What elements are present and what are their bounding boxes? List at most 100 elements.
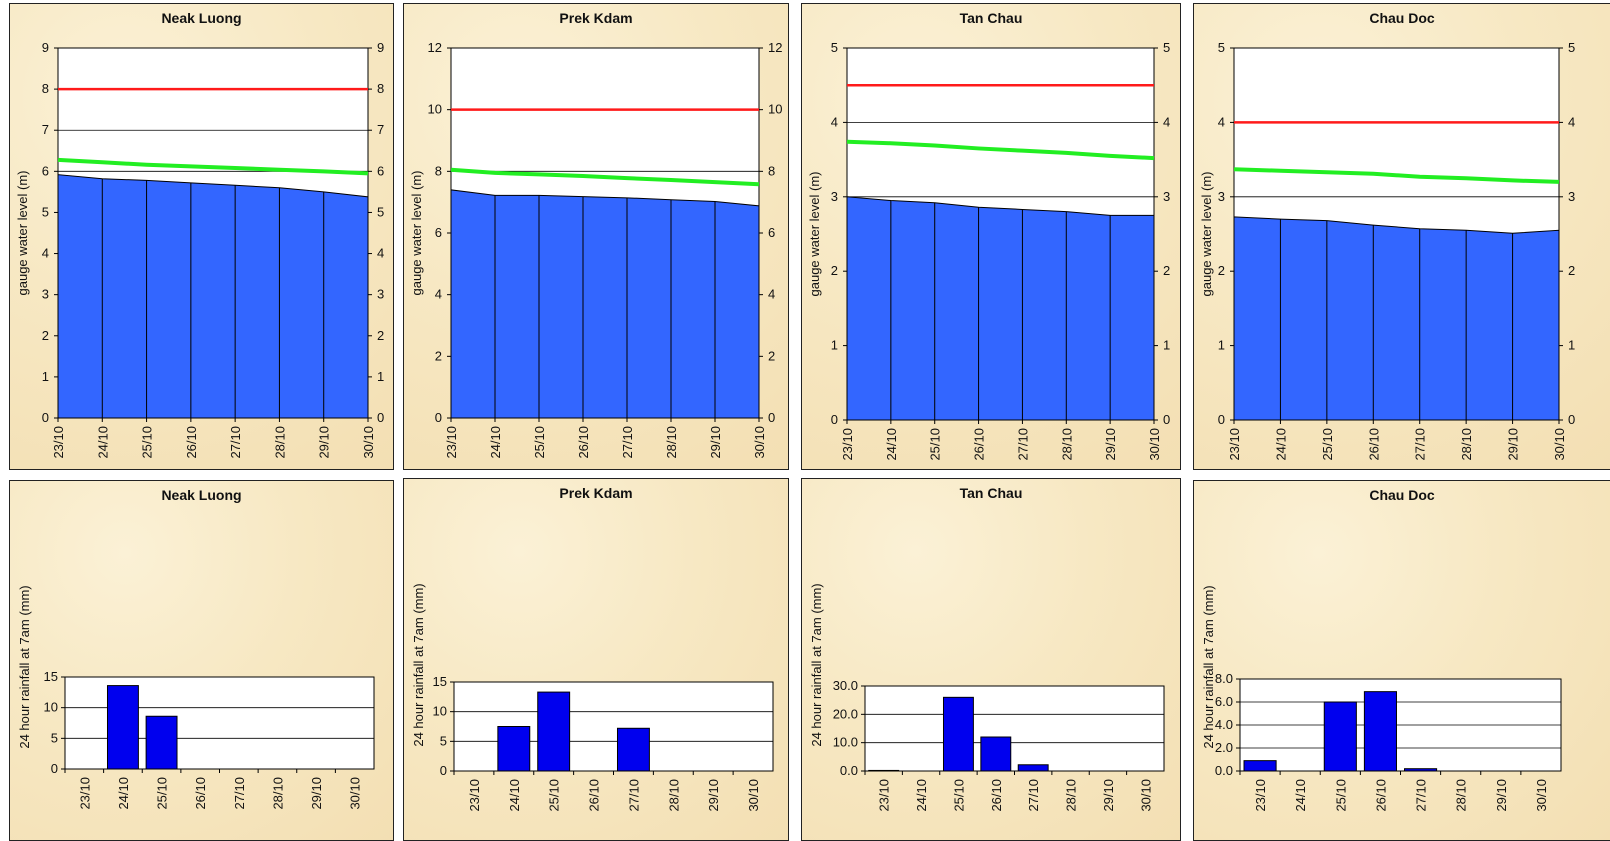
y-tick-label-right: 2 bbox=[768, 348, 775, 363]
rain-bar bbox=[497, 726, 531, 772]
level-chart-prek-kdam: Prek Kdam 0 0 2 2 4 4 6 6 8 8 10 10 12 12 23/10 24/10 25/… bbox=[403, 3, 789, 470]
y-tick-label: 8 bbox=[42, 81, 49, 96]
y-tick-label: 0 bbox=[435, 410, 442, 425]
y-tick-label-right: 7 bbox=[377, 122, 384, 137]
x-tick-label: 25/10 bbox=[547, 779, 562, 812]
y-tick-label: 4 bbox=[1218, 114, 1225, 129]
y-tick-label-right: 3 bbox=[1163, 189, 1170, 204]
x-tick-label: 24/10 bbox=[95, 426, 110, 459]
y-tick-label: 5 bbox=[1218, 40, 1225, 55]
y-tick-label: 5 bbox=[831, 40, 838, 55]
rain-chart-neak-luong-svg: Neak Luong 0 5 10 15 23/10 24/10 25/10 26/10 27/1… bbox=[17, 487, 375, 810]
level-chart-tan-chau-svg: Tan Chau 0 0 1 1 2 2 3 3 4 4 5 5 23/10 24/10 25/10 26/10… bbox=[807, 10, 1170, 461]
x-tick-label: 27/10 bbox=[626, 779, 641, 812]
x-tick-label: 23/10 bbox=[877, 779, 892, 812]
rain-chart-prek-kdam: Prek Kdam 0 5 10 15 23/10 24/10 25/10 26/10 27/10… bbox=[403, 478, 789, 841]
x-tick-label: 26/10 bbox=[184, 426, 199, 459]
x-tick-label: 26/10 bbox=[587, 779, 602, 812]
x-tick-label: 25/10 bbox=[1333, 779, 1348, 812]
x-tick-label: 27/10 bbox=[228, 426, 243, 459]
x-tick-label: 30/10 bbox=[1147, 428, 1162, 461]
chart-title: Neak Luong bbox=[161, 10, 241, 26]
y-tick-label: 30.0 bbox=[833, 678, 858, 693]
y-tick-label: 20.0 bbox=[833, 706, 858, 721]
y-tick-label-right: 9 bbox=[377, 40, 384, 55]
y-axis-label: gauge water level (m) bbox=[1199, 172, 1214, 297]
x-tick-label: 29/10 bbox=[317, 426, 332, 459]
rain-chart-chau-doc: Chau Doc 0.0 2.0 4.0 6.0 8.0 23/10 24/10 25/10 26… bbox=[1193, 480, 1610, 841]
x-tick-label: 24/10 bbox=[488, 426, 503, 459]
y-tick-label: 0 bbox=[440, 763, 447, 778]
y-tick-label-right: 5 bbox=[377, 204, 384, 219]
level-chart-prek-kdam-svg: Prek Kdam 0 0 2 2 4 4 6 6 8 8 10 10 12 12 23/10 24/10 25/… bbox=[409, 10, 782, 459]
y-tick-label: 0 bbox=[1218, 412, 1225, 427]
x-tick-label: 29/10 bbox=[1103, 428, 1118, 461]
y-tick-label-right: 1 bbox=[377, 369, 384, 384]
rain-bar bbox=[1404, 768, 1438, 772]
x-tick-label: 23/10 bbox=[467, 779, 482, 812]
rain-bar bbox=[980, 736, 1012, 772]
water-level-area bbox=[846, 196, 1155, 421]
level-chart-chau-doc: Chau Doc 0 0 1 1 2 2 3 3 4 4 5 5 23/10 24/10 25/10 26/10… bbox=[1193, 3, 1610, 470]
x-tick-label: 24/10 bbox=[507, 779, 522, 812]
rain-bar bbox=[616, 727, 650, 772]
rain-chart-neak-luong: Neak Luong 0 5 10 15 23/10 24/10 25/10 26/10 27/1… bbox=[9, 480, 394, 841]
chart-title: Tan Chau bbox=[960, 10, 1023, 26]
y-tick-label: 4.0 bbox=[1215, 717, 1233, 732]
x-tick-label: 28/10 bbox=[1459, 428, 1474, 461]
x-tick-label: 23/10 bbox=[77, 777, 92, 810]
rain-bar bbox=[1017, 764, 1049, 772]
y-tick-label: 4 bbox=[831, 114, 838, 129]
x-tick-label: 24/10 bbox=[116, 777, 131, 810]
y-tick-label: 12 bbox=[428, 40, 442, 55]
y-axis-label: gauge water level (m) bbox=[807, 172, 822, 297]
y-tick-label: 3 bbox=[831, 189, 838, 204]
y-tick-label: 0.0 bbox=[1215, 763, 1233, 778]
level-chart-chau-doc-svg: Chau Doc 0 0 1 1 2 2 3 3 4 4 5 5 23/10 24/10 25/10 26/10… bbox=[1199, 10, 1575, 461]
y-tick-label: 3 bbox=[42, 287, 49, 302]
y-tick-label-right: 0 bbox=[377, 410, 384, 425]
x-tick-label: 27/10 bbox=[1015, 428, 1030, 461]
x-tick-label: 29/10 bbox=[1506, 428, 1521, 461]
x-tick-label: 26/10 bbox=[1373, 779, 1388, 812]
y-tick-label: 5 bbox=[440, 733, 447, 748]
water-level-area bbox=[1233, 216, 1560, 421]
alarm-level-line bbox=[57, 157, 369, 176]
y-tick-label-right: 4 bbox=[377, 246, 384, 261]
level-chart-neak-luong-svg: Neak Luong 0 0 1 1 2 2 3 3 4 4 5 5 6 6 7 7 8 8 9 9 23/10 24/10… bbox=[15, 10, 384, 459]
x-tick-label: 29/10 bbox=[708, 426, 723, 459]
x-tick-label: 30/10 bbox=[1534, 779, 1549, 812]
y-tick-label-right: 2 bbox=[1163, 263, 1170, 278]
y-tick-label-right: 6 bbox=[377, 163, 384, 178]
y-tick-label-right: 2 bbox=[1568, 263, 1575, 278]
x-tick-label: 23/10 bbox=[1227, 428, 1242, 461]
rain-bar bbox=[942, 696, 974, 772]
x-tick-label: 30/10 bbox=[746, 779, 761, 812]
y-tick-label: 2 bbox=[42, 328, 49, 343]
x-tick-label: 25/10 bbox=[532, 426, 547, 459]
y-tick-label: 9 bbox=[42, 40, 49, 55]
rain-chart-tan-chau: Tan Chau 0.0 10.0 20.0 30.0 23/10 24/10 25/10 26… bbox=[801, 478, 1181, 841]
x-tick-label: 28/10 bbox=[272, 426, 287, 459]
y-tick-label-right: 8 bbox=[768, 163, 775, 178]
y-axis-label: gauge water level (m) bbox=[409, 171, 424, 296]
y-axis-label: gauge water level (m) bbox=[15, 171, 30, 296]
y-tick-label: 7 bbox=[42, 122, 49, 137]
y-tick-label: 0 bbox=[51, 761, 58, 776]
x-tick-label: 25/10 bbox=[1320, 428, 1335, 461]
x-tick-label: 27/10 bbox=[1414, 779, 1429, 812]
y-tick-label: 4 bbox=[435, 287, 442, 302]
x-tick-label: 30/10 bbox=[1138, 779, 1153, 812]
x-tick-label: 26/10 bbox=[989, 779, 1004, 812]
y-tick-label: 1 bbox=[1218, 338, 1225, 353]
x-tick-label: 23/10 bbox=[51, 426, 66, 459]
y-tick-label: 10 bbox=[428, 102, 442, 117]
y-tick-label: 15 bbox=[44, 669, 58, 684]
y-tick-label: 6 bbox=[435, 225, 442, 240]
x-tick-label: 30/10 bbox=[361, 426, 376, 459]
y-tick-label: 10 bbox=[44, 700, 58, 715]
y-tick-label: 0.0 bbox=[840, 763, 858, 778]
x-tick-label: 29/10 bbox=[706, 779, 721, 812]
y-axis-label: 24 hour rainfall at 7am (mm) bbox=[411, 583, 426, 746]
x-tick-label: 28/10 bbox=[1059, 428, 1074, 461]
